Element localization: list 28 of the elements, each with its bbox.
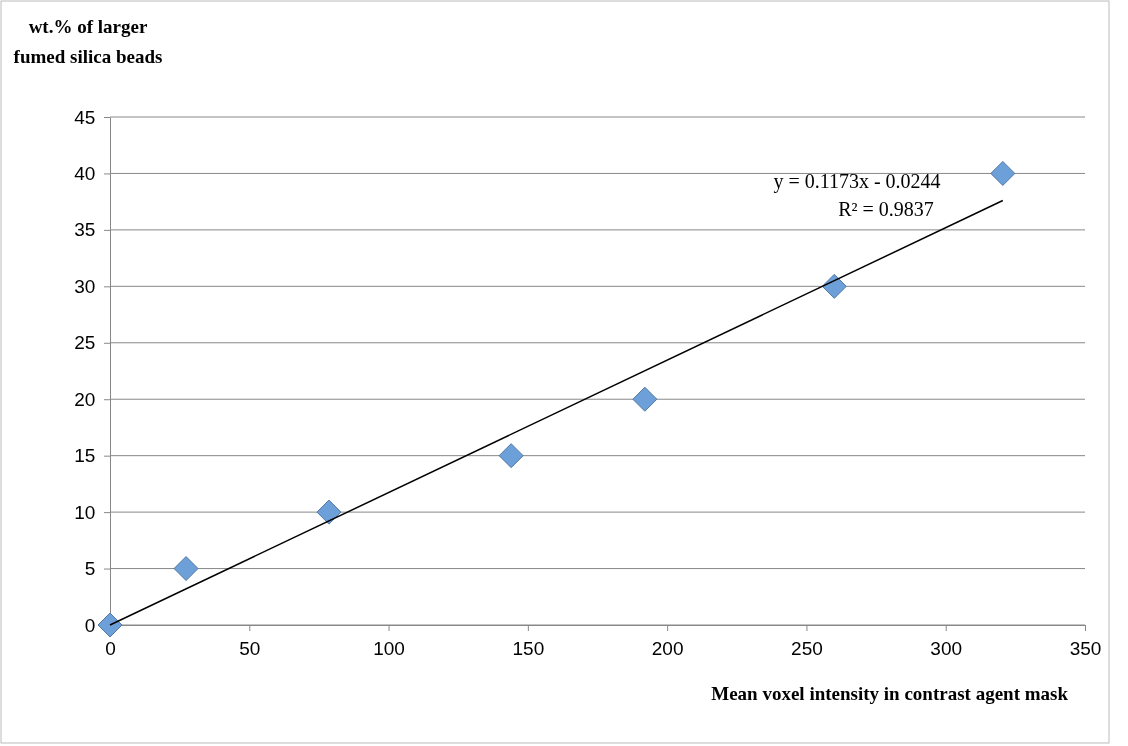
y-axis-title: wt.% of larger fumed silica beads <box>13 16 163 67</box>
point <box>498 443 524 469</box>
x-tick-label: 300 <box>930 637 963 659</box>
point <box>173 556 199 582</box>
y-tick-label: 45 <box>74 106 96 128</box>
y-tick-label: 15 <box>74 445 96 467</box>
x-tick-label: 350 <box>1069 637 1102 659</box>
x-tick-label: 100 <box>373 637 405 659</box>
point <box>632 386 658 412</box>
y-tick-label: 35 <box>74 219 96 241</box>
y-tick-label: 25 <box>74 332 96 354</box>
x-tick-label: 0 <box>105 637 116 659</box>
y-tick-label: 20 <box>74 388 96 410</box>
y-tick-label: 40 <box>74 163 96 185</box>
annotation: y = 0.1173x - 0.0244 R² = 0.9837 <box>773 170 941 220</box>
x-axis-title: Mean voxel intensity in contrast agent mask <box>711 683 1069 704</box>
y-tick-label: 5 <box>84 558 96 580</box>
y-tick-label: 30 <box>74 275 96 297</box>
point <box>316 499 342 525</box>
point <box>990 160 1016 186</box>
y-tick-label: 0 <box>84 614 96 636</box>
x-tick-label: 250 <box>791 637 823 659</box>
x-tick-label: 200 <box>651 637 684 659</box>
x-tick-label: 50 <box>239 637 261 659</box>
point <box>97 612 123 638</box>
y-tick-label: 10 <box>74 501 96 523</box>
x-tick-label: 150 <box>512 637 545 659</box>
point <box>821 273 847 299</box>
